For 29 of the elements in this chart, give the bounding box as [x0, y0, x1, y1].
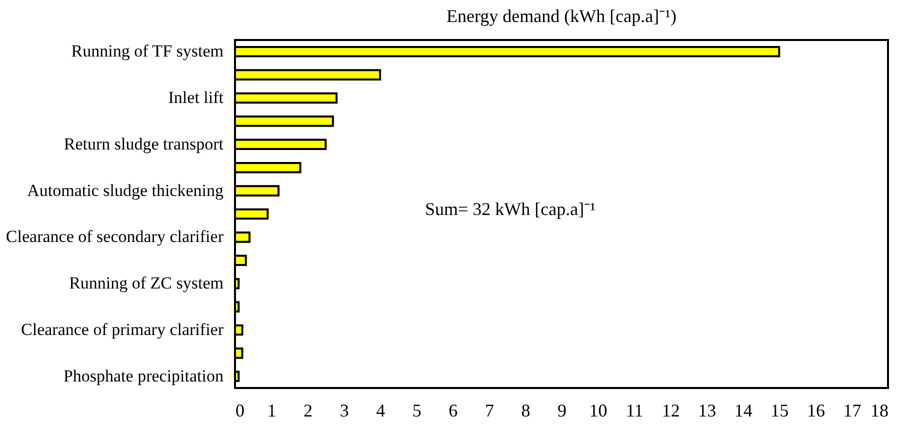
x-tick-label: 2 — [304, 400, 313, 420]
x-tick-label: 15 — [770, 400, 789, 420]
y-tick-label: Running of TF system — [71, 42, 224, 61]
y-tick-label: Clearance of primary clarifier — [21, 320, 224, 339]
x-tick-label: 12 — [662, 400, 680, 420]
y-tick-label: Clearance of secondary clarifier — [6, 227, 224, 246]
y-tick-label: Automatic sludge thickening — [27, 180, 224, 200]
x-tick-label: 0 — [236, 400, 244, 420]
x-tick-label: 7 — [484, 400, 494, 420]
y-tick-label: Phosphate precipitation — [63, 366, 224, 386]
x-tick-label: 5 — [412, 400, 422, 420]
x-tick-label: 16 — [806, 400, 825, 420]
chart-title: Energy demand (kWh [cap.a]⁻¹) — [446, 6, 676, 26]
y-tick-label: Running of ZC system — [69, 274, 224, 293]
x-tick-label: 14 — [734, 400, 752, 420]
x-tick-label: 4 — [376, 400, 386, 420]
x-tick-label: 10 — [589, 400, 608, 420]
x-tick-label: 17 — [843, 400, 862, 420]
x-tick-label: 13 — [698, 400, 716, 420]
x-tick-label: 6 — [448, 400, 458, 420]
x-tick-label: 3 — [340, 400, 349, 420]
annotation: Sum= 32 kWh [cap.a]⁻¹ — [425, 199, 596, 219]
x-tick-label: 8 — [521, 400, 530, 420]
x-tick-label: 18 — [870, 400, 888, 420]
y-tick-label: Return sludge transport — [64, 134, 224, 154]
y-tick-label: Inlet lift — [168, 88, 224, 107]
x-tick-label: 11 — [626, 400, 644, 420]
x-tick-label: 1 — [267, 400, 276, 420]
x-tick-label: 9 — [558, 400, 566, 420]
